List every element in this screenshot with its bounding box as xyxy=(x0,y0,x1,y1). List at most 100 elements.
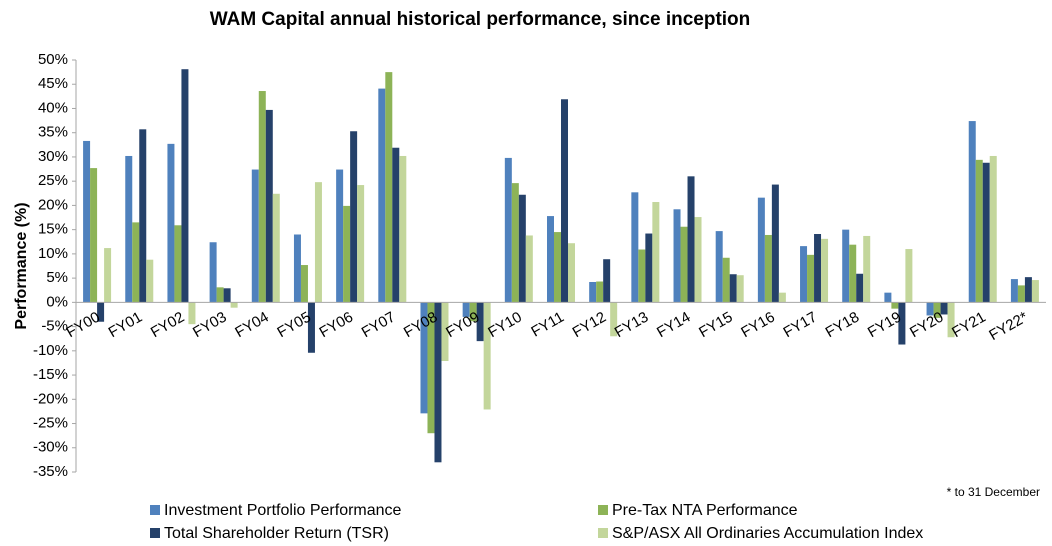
bar xyxy=(174,225,182,303)
x-tick-label: FY12 xyxy=(570,309,610,342)
bar xyxy=(680,226,688,303)
y-tick-label: 30% xyxy=(38,148,68,165)
legend-swatch xyxy=(598,505,608,515)
bar xyxy=(357,185,365,303)
bar xyxy=(336,169,344,303)
y-tick-label: 35% xyxy=(38,124,68,141)
bar xyxy=(434,302,442,463)
bar xyxy=(729,274,737,303)
bar xyxy=(146,259,154,303)
y-tick-label: -15% xyxy=(33,366,68,383)
bar xyxy=(181,69,189,303)
bar xyxy=(891,302,899,309)
bar xyxy=(511,183,519,303)
bar xyxy=(216,287,224,303)
bar xyxy=(483,302,491,410)
bar xyxy=(596,281,604,303)
y-tick-label: 25% xyxy=(38,172,68,189)
bar xyxy=(392,147,400,303)
bar xyxy=(125,155,133,303)
y-tick-label: 10% xyxy=(38,245,68,262)
y-tick-label: 45% xyxy=(38,75,68,92)
bar xyxy=(265,109,273,303)
x-tick-label: FY21 xyxy=(949,309,989,342)
bar xyxy=(90,168,98,303)
legend-swatch xyxy=(150,505,160,515)
x-tick-label: FY22* xyxy=(986,308,1031,344)
legend-label: Total Shareholder Return (TSR) xyxy=(164,525,389,542)
bar xyxy=(378,88,386,303)
bar xyxy=(83,140,91,303)
bar xyxy=(905,249,913,303)
y-tick-label: -25% xyxy=(33,414,68,431)
y-tick-label: 50% xyxy=(38,51,68,68)
bar xyxy=(982,162,990,303)
bar xyxy=(1031,280,1039,303)
bar xyxy=(476,302,484,342)
legend-label: Investment Portfolio Performance xyxy=(164,502,402,519)
bar xyxy=(631,192,639,303)
bar xyxy=(856,273,864,303)
x-tick-label: FY18 xyxy=(823,309,863,342)
bar xyxy=(842,229,850,303)
y-tick-label: 15% xyxy=(38,221,68,238)
y-tick-label: -10% xyxy=(33,342,68,359)
bar xyxy=(230,302,238,308)
bar xyxy=(561,99,568,303)
x-tick-label: FY10 xyxy=(485,309,525,342)
bar xyxy=(300,265,308,303)
bar xyxy=(568,243,575,303)
bar xyxy=(1010,279,1018,303)
bar xyxy=(554,232,561,303)
y-tick-label: 0% xyxy=(46,293,68,310)
bar xyxy=(97,302,105,322)
bar xyxy=(652,202,660,303)
bar xyxy=(314,182,322,303)
bar xyxy=(223,288,231,303)
x-tick-label: FY07 xyxy=(359,309,399,342)
bar xyxy=(132,222,140,303)
y-tick-label: 5% xyxy=(46,269,68,286)
bar xyxy=(715,231,723,303)
bar xyxy=(469,302,477,322)
x-tick-label: FY03 xyxy=(190,309,230,342)
bar xyxy=(947,302,955,338)
bar xyxy=(350,131,358,303)
bar xyxy=(807,254,815,303)
bar xyxy=(926,302,934,316)
bar xyxy=(933,302,941,318)
x-tick-label: FY16 xyxy=(738,309,778,342)
bar xyxy=(167,143,175,303)
bar xyxy=(258,91,266,303)
y-tick-label: -30% xyxy=(33,439,68,456)
bar xyxy=(525,235,533,303)
bar xyxy=(603,259,611,303)
y-tick-label: 40% xyxy=(38,99,68,116)
bar xyxy=(188,302,196,325)
bar xyxy=(399,155,407,303)
bar xyxy=(975,159,983,303)
bar xyxy=(293,234,301,303)
bar xyxy=(849,244,857,303)
bar xyxy=(722,257,730,303)
bar xyxy=(687,176,695,303)
bar xyxy=(518,194,526,303)
bar xyxy=(504,157,512,303)
bar xyxy=(645,233,653,303)
legend-label: S&P/ASX All Ordinaries Accumulation Inde… xyxy=(612,525,923,542)
bar xyxy=(139,129,147,303)
bar xyxy=(420,302,428,414)
bar xyxy=(104,248,112,303)
bar xyxy=(547,216,554,303)
bar xyxy=(940,302,948,315)
bar xyxy=(989,155,997,303)
x-tick-label: FY02 xyxy=(148,309,188,342)
y-tick-label: 20% xyxy=(38,196,68,213)
x-tick-label: FY04 xyxy=(232,309,272,342)
bar xyxy=(589,281,597,303)
bar xyxy=(694,217,702,303)
y-axis-label: Performance (%) xyxy=(13,202,30,329)
bar xyxy=(898,302,906,345)
bar xyxy=(757,197,765,303)
